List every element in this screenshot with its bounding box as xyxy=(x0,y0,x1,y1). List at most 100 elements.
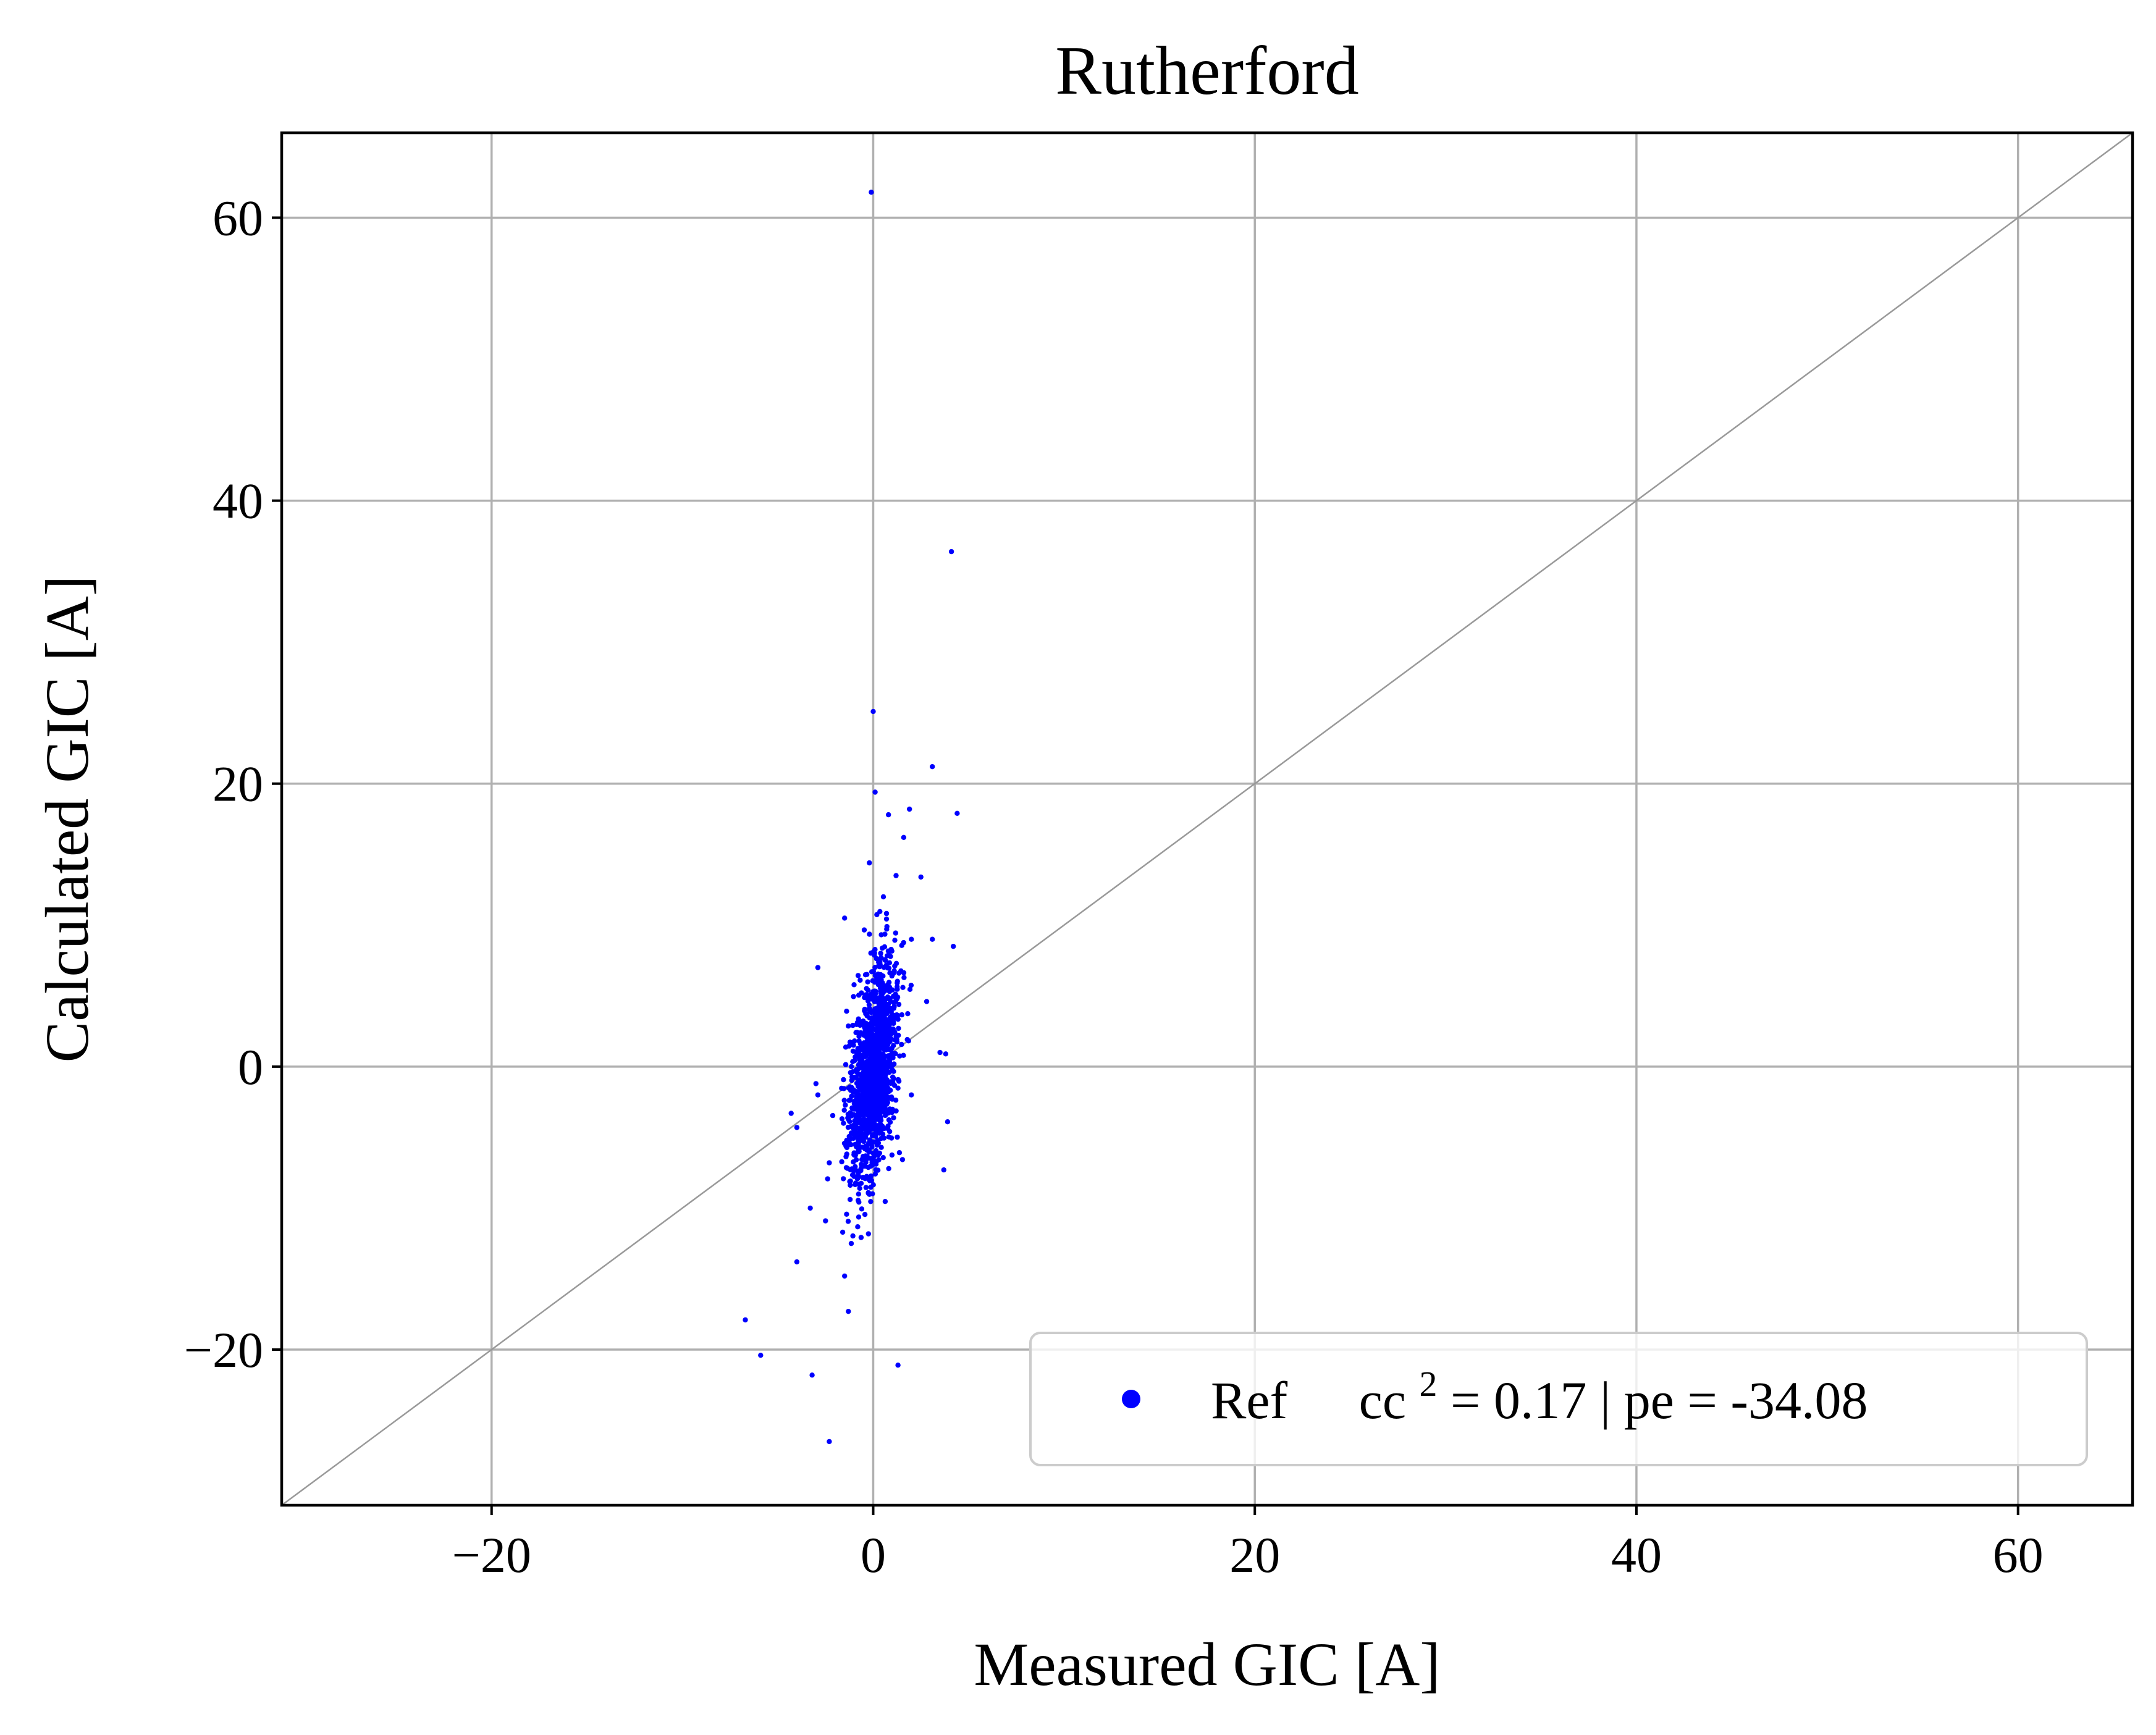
data-point-1110 xyxy=(859,1206,865,1212)
data-point-25 xyxy=(901,975,907,980)
data-point-1404 xyxy=(954,810,960,817)
data-point-1264 xyxy=(857,1145,863,1151)
data-point-977 xyxy=(860,1175,865,1180)
data-point-991 xyxy=(892,938,898,943)
data-point-1279 xyxy=(891,1115,896,1120)
data-point-1117 xyxy=(854,1068,859,1074)
data-point-399 xyxy=(896,1150,903,1156)
data-point-1415 xyxy=(951,944,956,949)
data-point-1406 xyxy=(907,806,912,812)
data-point-1120 xyxy=(880,894,886,900)
data-point-1288 xyxy=(889,973,895,979)
data-point-1066 xyxy=(865,988,871,993)
data-point-1199 xyxy=(886,989,893,994)
data-point-1193 xyxy=(851,1159,856,1165)
data-point-1227 xyxy=(885,1124,891,1129)
data-point-1315 xyxy=(862,1082,867,1087)
data-point-1130 xyxy=(851,982,857,988)
data-point-986 xyxy=(899,1157,906,1162)
data-point-1326 xyxy=(901,1052,906,1058)
y-tick-label-2: 20 xyxy=(213,756,263,812)
data-point-1401 xyxy=(948,548,954,555)
data-point-1229 xyxy=(864,1107,870,1113)
data-point-1355 xyxy=(882,1047,888,1053)
data-point-1206 xyxy=(867,1127,872,1132)
data-point-1419 xyxy=(943,1051,949,1057)
data-point-1082 xyxy=(865,1164,871,1170)
data-point-1424 xyxy=(794,1125,800,1130)
data-point-1234 xyxy=(849,1167,854,1172)
data-point-1436 xyxy=(809,1372,815,1378)
data-point-1385 xyxy=(856,1082,862,1087)
data-point-1260 xyxy=(857,1185,862,1191)
data-point-1426 xyxy=(945,1119,951,1125)
data-point-1081 xyxy=(873,1089,878,1095)
data-point-1097 xyxy=(841,1176,846,1182)
data-point-923 xyxy=(856,1214,862,1220)
data-point-1382 xyxy=(888,954,893,959)
data-point-895 xyxy=(856,1173,861,1178)
data-point-1122 xyxy=(848,1241,854,1246)
data-point-1187 xyxy=(876,1157,882,1163)
data-point-1348 xyxy=(895,978,900,984)
data-point-1274 xyxy=(862,972,869,978)
data-point-510 xyxy=(883,910,890,917)
data-point-1369 xyxy=(853,1125,859,1131)
data-point-1335 xyxy=(872,993,878,999)
data-point-1245 xyxy=(886,1022,892,1028)
data-point-1362 xyxy=(885,1053,891,1059)
data-point-1409 xyxy=(867,860,872,866)
data-point-754 xyxy=(851,1043,856,1048)
data-point-1241 xyxy=(878,1034,884,1040)
data-point-1359 xyxy=(859,1126,865,1132)
legend-marker xyxy=(1122,1390,1140,1408)
data-point-680 xyxy=(846,1043,852,1049)
data-point-320 xyxy=(896,1033,901,1038)
data-point-1143 xyxy=(896,1025,901,1031)
data-point-989 xyxy=(892,1029,898,1035)
data-point-1201 xyxy=(872,1171,878,1177)
data-point-452 xyxy=(849,1105,855,1111)
data-point-544 xyxy=(863,1185,869,1190)
data-point-497 xyxy=(844,1009,849,1014)
data-point-901 xyxy=(880,973,886,979)
data-point-1327 xyxy=(866,1043,872,1049)
data-point-1429 xyxy=(823,1218,828,1224)
y-tick-label-4: 60 xyxy=(213,190,263,246)
y-axis-label: Calculated GIC [A] xyxy=(33,576,101,1063)
reference-line xyxy=(281,132,2133,1506)
data-point-1262 xyxy=(862,1146,868,1152)
data-point-1384 xyxy=(872,1152,878,1157)
legend-stat-suffix: = 0.17 | pe = -34.08 xyxy=(1451,1371,1868,1430)
data-point-542 xyxy=(878,1145,884,1150)
data-point-486 xyxy=(859,990,864,996)
data-point-1039 xyxy=(887,1119,893,1125)
data-point-854 xyxy=(846,1098,852,1103)
data-point-1383 xyxy=(875,1101,880,1107)
data-point-1191 xyxy=(851,1087,857,1093)
data-point-607 xyxy=(862,1212,868,1217)
legend: Ref cc 2 = 0.17 | pe = -34.08 xyxy=(1029,1332,2088,1466)
data-point-1100 xyxy=(869,1178,875,1183)
data-points xyxy=(743,190,960,1445)
data-point-1204 xyxy=(886,965,892,971)
data-point-1430 xyxy=(840,1229,846,1235)
data-point-1182 xyxy=(853,1182,858,1188)
data-point-1312 xyxy=(872,1111,877,1117)
data-point-185 xyxy=(855,973,861,978)
data-point-1224 xyxy=(896,1078,902,1084)
data-point-912 xyxy=(877,909,883,915)
data-point-886 xyxy=(841,1086,847,1091)
data-point-1339 xyxy=(878,1083,883,1089)
data-point-1322 xyxy=(869,1010,874,1015)
data-point-1417 xyxy=(924,999,930,1004)
x-tick-label-2: 20 xyxy=(1229,1527,1280,1583)
data-point-1164 xyxy=(888,1079,894,1085)
data-point-1437 xyxy=(895,1363,901,1368)
data-point-1320 xyxy=(885,984,890,990)
data-point-1402 xyxy=(870,708,876,715)
data-point-1418 xyxy=(937,1049,943,1056)
data-point-197 xyxy=(843,1102,848,1108)
data-point-1088 xyxy=(858,1168,864,1174)
data-point-457 xyxy=(843,1062,849,1067)
